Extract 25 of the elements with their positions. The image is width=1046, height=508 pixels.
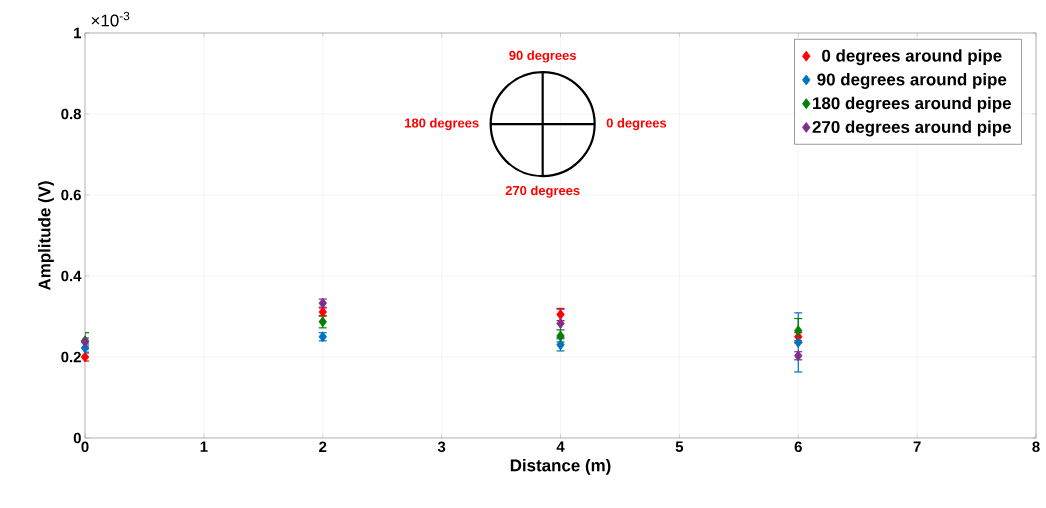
y-axis-title: Amplitude (V) — [38, 181, 54, 291]
y-tick-label: 1 — [74, 27, 82, 39]
x-tick-label: 3 — [437, 441, 446, 453]
legend-label: 270 degrees around pipe — [812, 120, 1011, 137]
x-tick-label: 1 — [200, 441, 208, 452]
y-tick-label: 0.8 — [61, 108, 82, 120]
y-tick-label: 0.4 — [61, 270, 82, 282]
text: ×10$^{-3}$ — [91, 11, 130, 27]
legend-label: 0 degrees around pipe — [822, 49, 1002, 66]
x-tick-label: 5 — [675, 441, 684, 452]
annotation: 0 degrees — [606, 118, 667, 131]
x-axis-title: Distance (m) — [510, 458, 611, 475]
x-tick-label: 2 — [319, 441, 327, 452]
x-tick-label: 4 — [556, 441, 565, 452]
x-tick-label: 8 — [1032, 441, 1040, 453]
y-tick-label: 0.2 — [61, 351, 81, 363]
legend-label: 180 degrees around pipe — [813, 96, 1011, 113]
annotation: 90 degrees — [509, 50, 576, 63]
y-tick-label: 0.6 — [61, 189, 81, 201]
y-tick-label: 0 — [73, 432, 81, 444]
annotation: 270 degrees — [505, 185, 580, 198]
legend-label: 90 degrees around pipe — [817, 73, 1007, 89]
annotation: 180 degrees — [405, 118, 479, 131]
x-tick-label: 7 — [913, 441, 921, 452]
x-tick-label: 6 — [794, 441, 802, 453]
